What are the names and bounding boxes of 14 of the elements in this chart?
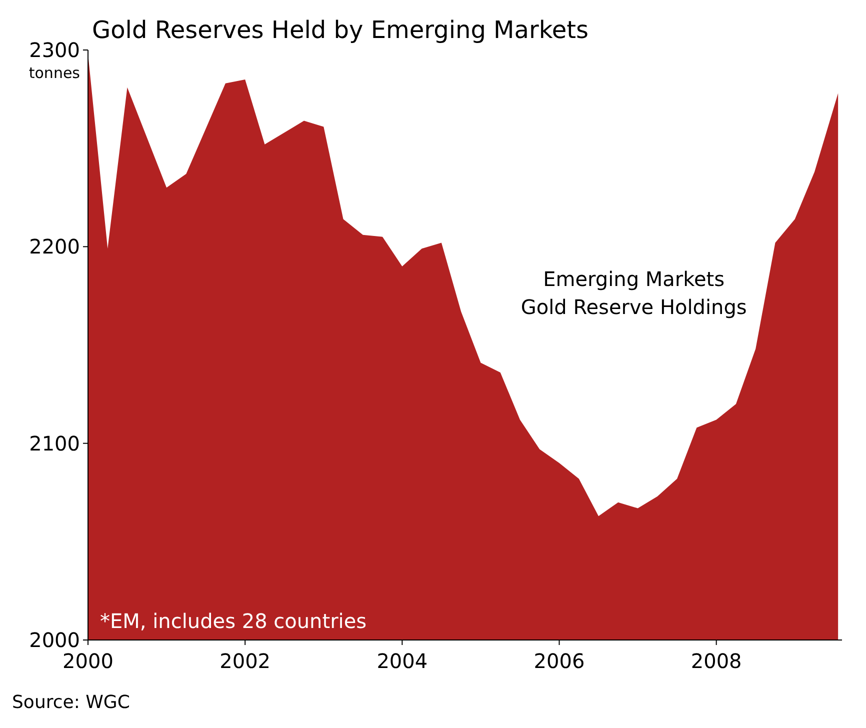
chart-title: Gold Reserves Held by Emerging Markets: [92, 16, 589, 44]
annotation: *EM, includes 28 countries: [100, 609, 367, 633]
source-note: Source: WGC: [12, 692, 130, 713]
x-tick-label: 2000: [62, 649, 114, 673]
y-axis-title: tonnes: [28, 64, 80, 82]
x-tick-label: 2004: [376, 649, 428, 673]
x-tick-label: 2002: [220, 649, 271, 673]
y-tick-label: 2100: [29, 431, 80, 456]
y-tick-label: 2200: [29, 234, 80, 259]
x-tick-label: 2006: [534, 649, 585, 673]
y-tick-label: 2000: [29, 628, 80, 652]
y-tick-label: 2300: [29, 38, 80, 62]
series-label: Emerging Markets Gold Reserve Holdings: [520, 267, 747, 319]
x-tick-label: 2008: [690, 649, 742, 673]
